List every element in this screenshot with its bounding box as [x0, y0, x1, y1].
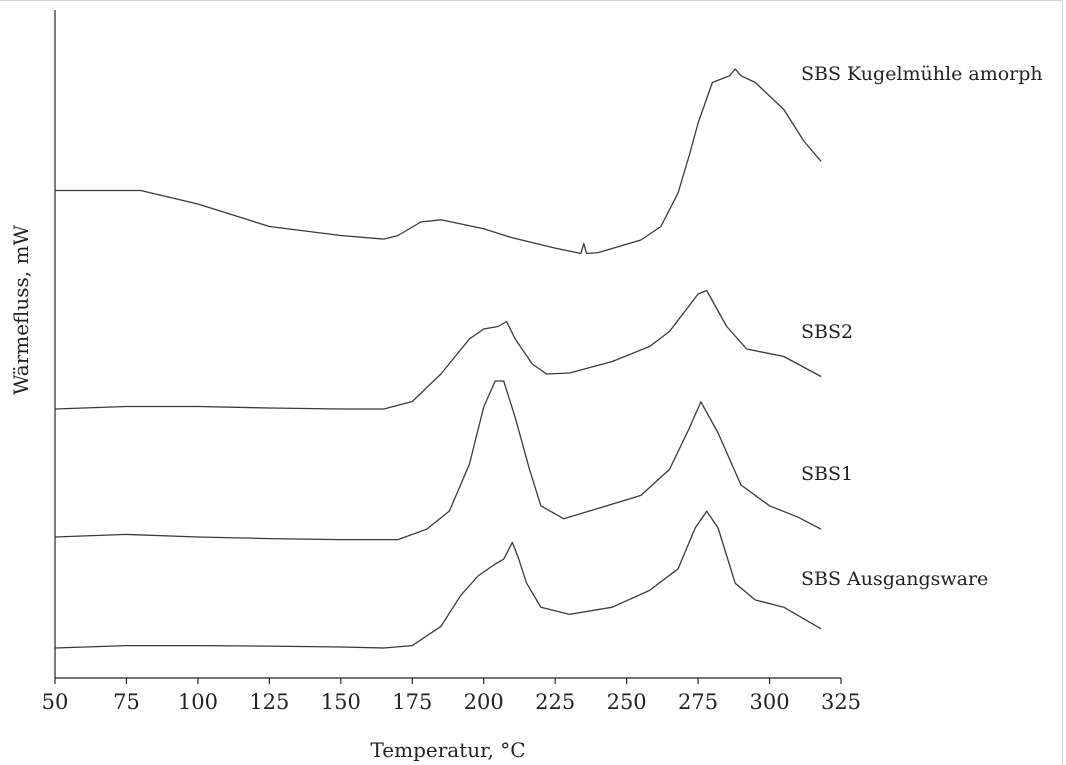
x-tick-label: 125 — [249, 690, 289, 714]
series-label: SBS2 — [801, 321, 853, 343]
series-line — [55, 68, 822, 255]
x-tick-label: 275 — [678, 690, 718, 714]
x-axis-title: Temperatur, °C — [370, 738, 525, 762]
x-tick-label: 250 — [607, 690, 647, 714]
x-tick-label: 225 — [535, 690, 575, 714]
series-label: SBS Kugelmühle amorph — [801, 63, 1043, 85]
series-labels: SBS Kugelmühle amorph SBS2 SBS1 SBS Ausgang… — [801, 63, 1043, 590]
y-axis-title: Wärmefluss, mW — [9, 225, 33, 396]
x-tick-label: 325 — [821, 690, 861, 714]
x-tick-label: 175 — [392, 690, 432, 714]
series-line — [54, 380, 822, 541]
x-tick-label: 300 — [749, 690, 789, 714]
series-line — [54, 289, 822, 410]
series-label: SBS1 — [801, 463, 853, 485]
x-tick-label: 200 — [464, 690, 504, 714]
x-ticks: 50 75 100 125 150 175 200 225 250 275 300 325 — [42, 678, 861, 714]
series-line — [54, 510, 822, 649]
x-tick-label: 150 — [321, 690, 361, 714]
x-tick-label: 100 — [178, 690, 218, 714]
x-tick-label: 50 — [42, 690, 69, 714]
x-tick-label: 75 — [113, 690, 140, 714]
series-label: SBS Ausgangsware — [801, 568, 988, 590]
curves — [54, 68, 822, 649]
